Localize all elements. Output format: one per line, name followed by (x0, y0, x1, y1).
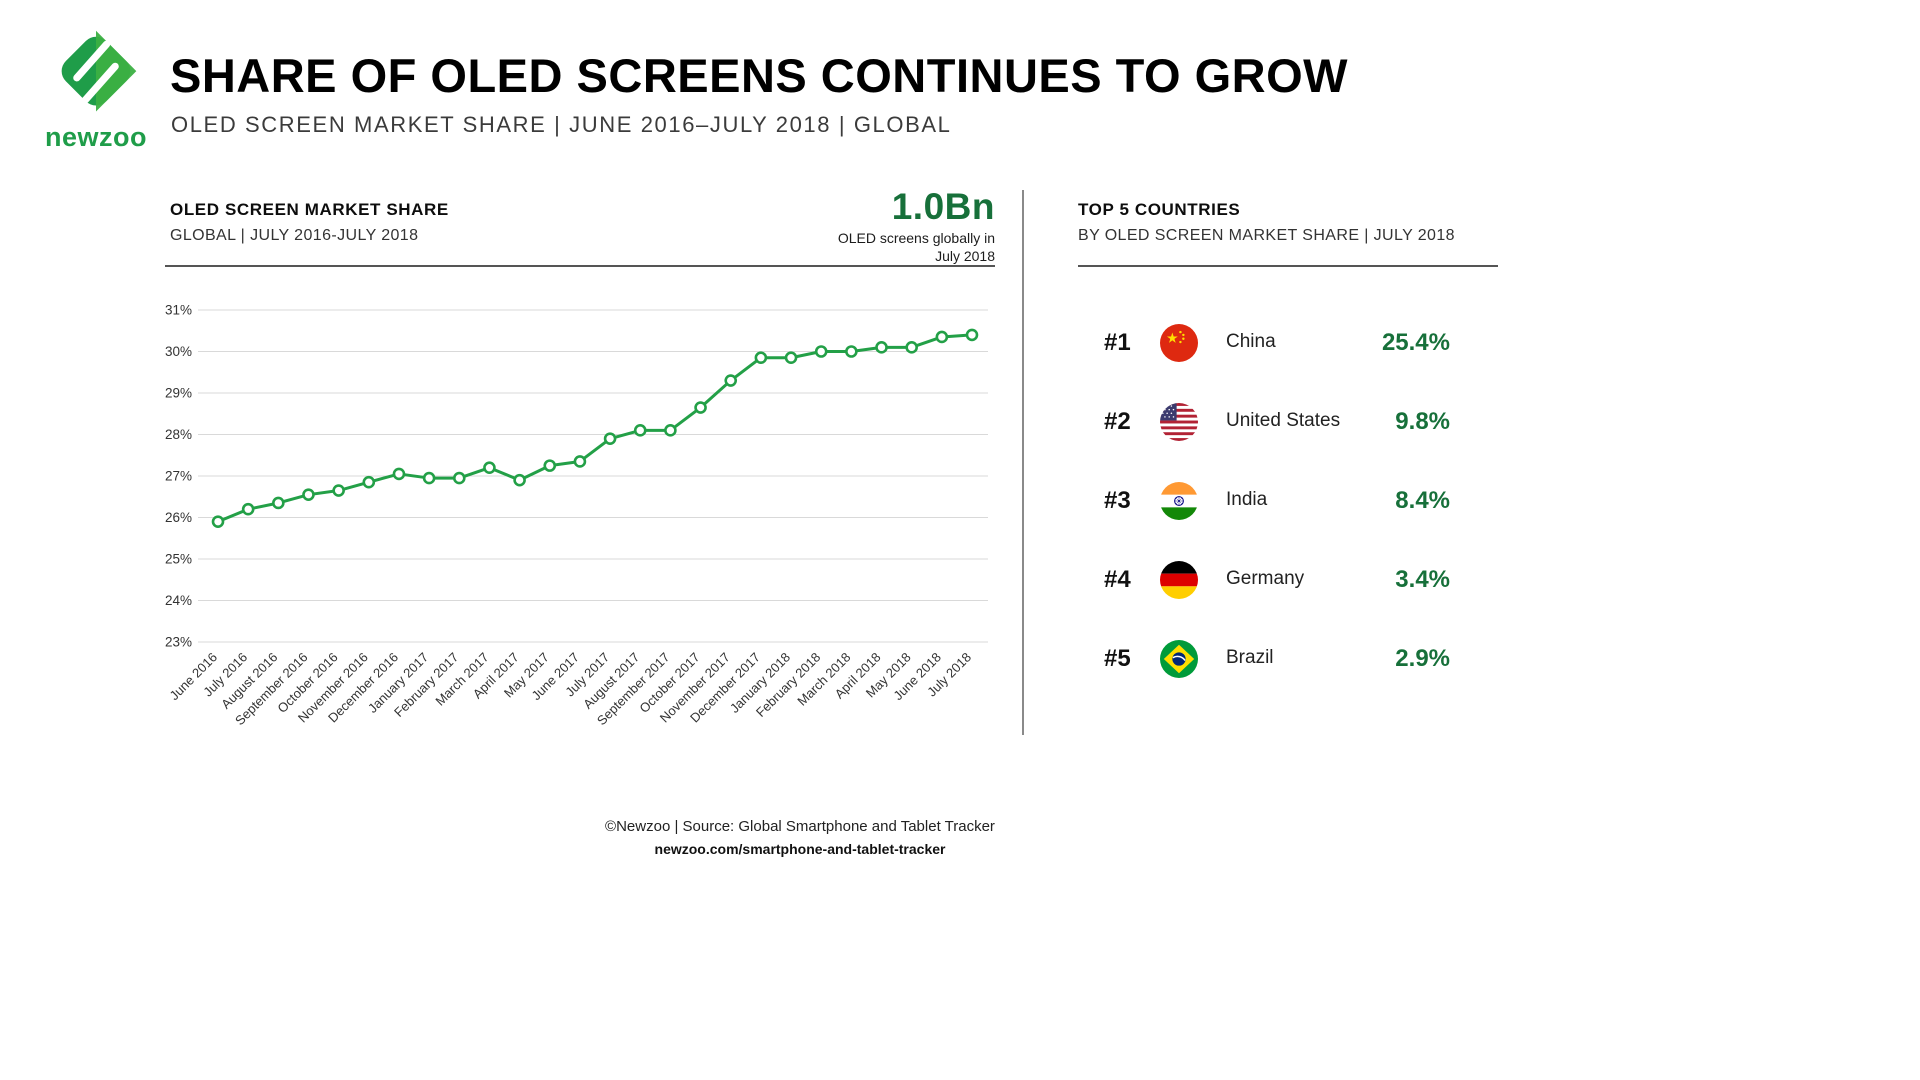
section-divider (1022, 190, 1024, 735)
chart-header-rule (165, 265, 995, 267)
y-axis-label: 31% (165, 303, 192, 318)
footer: ©Newzoo | Source: Global Smartphone and … (500, 818, 1100, 857)
page-subtitle: OLED SCREEN MARKET SHARE | JUNE 2016–JUL… (171, 112, 952, 137)
data-point-marker (392, 467, 406, 481)
country-name: Germany (1226, 568, 1305, 590)
data-point-marker (814, 345, 828, 358)
country-name: China (1226, 331, 1276, 353)
country-rank: #3 (1104, 486, 1131, 514)
country-row: #3 (1078, 461, 1450, 540)
highlight-value: 1.0Bn (891, 186, 995, 227)
newzoo-logo: newzoo (44, 26, 148, 153)
oled-share-line-chart: 23%24%25%26%27%28%29%30%31%June 2016July… (165, 303, 988, 728)
y-axis-label: 24% (165, 593, 192, 608)
country-name: United States (1226, 410, 1341, 432)
country-rank: #1 (1104, 328, 1131, 356)
country-name: Brazil (1226, 647, 1274, 669)
data-point-marker (422, 471, 436, 485)
y-axis-label: 23% (165, 635, 192, 650)
country-rank: #4 (1104, 565, 1131, 593)
newzoo-logo-icon (61, 30, 137, 112)
top5-header: TOP 5 COUNTRIES BY OLED SCREEN MARKET SH… (1078, 200, 1455, 245)
tracker-link[interactable]: newzoo.com/smartphone-and-tablet-tracker (654, 841, 946, 857)
data-point-marker (452, 471, 466, 485)
country-share: 25.4% (1381, 328, 1450, 356)
newzoo-logo-text: newzoo (45, 122, 147, 152)
data-point-marker (664, 424, 677, 437)
highlight-label: OLED screens globally in July 2018 (837, 230, 995, 264)
y-axis-label: 26% (165, 510, 192, 525)
india-flag-icon (1160, 481, 1198, 520)
data-point-marker (905, 341, 918, 354)
data-point-marker (935, 330, 949, 344)
data-point-marker (603, 432, 617, 445)
data-point-marker (302, 488, 315, 501)
data-point-marker (241, 502, 255, 516)
data-point-marker (483, 461, 496, 474)
page-title: SHARE OF OLED SCREENS CONTINUES TO GROW (170, 49, 1349, 102)
data-point-marker (724, 374, 738, 387)
series-line (216, 333, 974, 524)
country-rank: #2 (1104, 407, 1131, 435)
data-point-marker (694, 401, 707, 414)
source-attribution: ©Newzoo | Source: Global Smartphone and … (605, 818, 995, 835)
y-axis-label: 30% (165, 344, 192, 359)
y-axis-label: 25% (165, 552, 192, 567)
country-rank: #5 (1104, 644, 1131, 672)
china-flag-icon (1160, 323, 1198, 362)
country-name: India (1226, 489, 1268, 511)
top5-title: TOP 5 COUNTRIES (1078, 200, 1241, 219)
data-point-marker (845, 345, 858, 358)
data-point-marker (362, 475, 376, 489)
y-axis-label: 29% (165, 386, 192, 401)
highlight-stat: 1.0Bn OLED screens globally in July 2018 (833, 186, 995, 265)
data-point-marker (573, 455, 587, 468)
data-point-marker (633, 424, 647, 437)
top5-header-rule (1078, 265, 1498, 267)
country-row: #2 (1078, 382, 1450, 461)
data-point-marker (211, 515, 225, 528)
top5-subtitle: BY OLED SCREEN MARKET SHARE | JULY 2018 (1078, 227, 1455, 244)
brazil-flag-icon (1160, 639, 1198, 678)
top5-country-list: #1 China 25.4% #2 (1078, 303, 1450, 698)
data-point-marker (875, 341, 888, 354)
data-point-marker (784, 351, 798, 365)
country-share: 2.9% (1395, 644, 1450, 672)
chart-header: OLED SCREEN MARKET SHARE GLOBAL | JULY 2… (170, 200, 449, 245)
data-point-marker (272, 496, 285, 510)
country-share: 3.4% (1395, 565, 1450, 593)
data-point-marker (513, 473, 526, 487)
chart-title: OLED SCREEN MARKET SHARE (170, 200, 449, 219)
us-flag-icon (1160, 402, 1198, 441)
country-row: #5 Brazil 2.9% (1078, 619, 1450, 698)
country-share: 9.8% (1395, 407, 1450, 435)
country-share: 8.4% (1395, 486, 1450, 514)
country-row: #4 Germany 3.4% (1078, 540, 1450, 619)
chart-subtitle: GLOBAL | JULY 2016-JULY 2018 (170, 227, 419, 244)
germany-flag-icon (1160, 560, 1198, 599)
data-point-marker (543, 459, 557, 472)
data-point-marker (332, 484, 345, 497)
y-axis-label: 27% (165, 469, 192, 484)
data-point-marker (965, 328, 979, 342)
data-point-marker (754, 351, 768, 365)
country-row: #1 China 25.4% (1078, 303, 1450, 382)
y-axis-label: 28% (165, 427, 192, 442)
